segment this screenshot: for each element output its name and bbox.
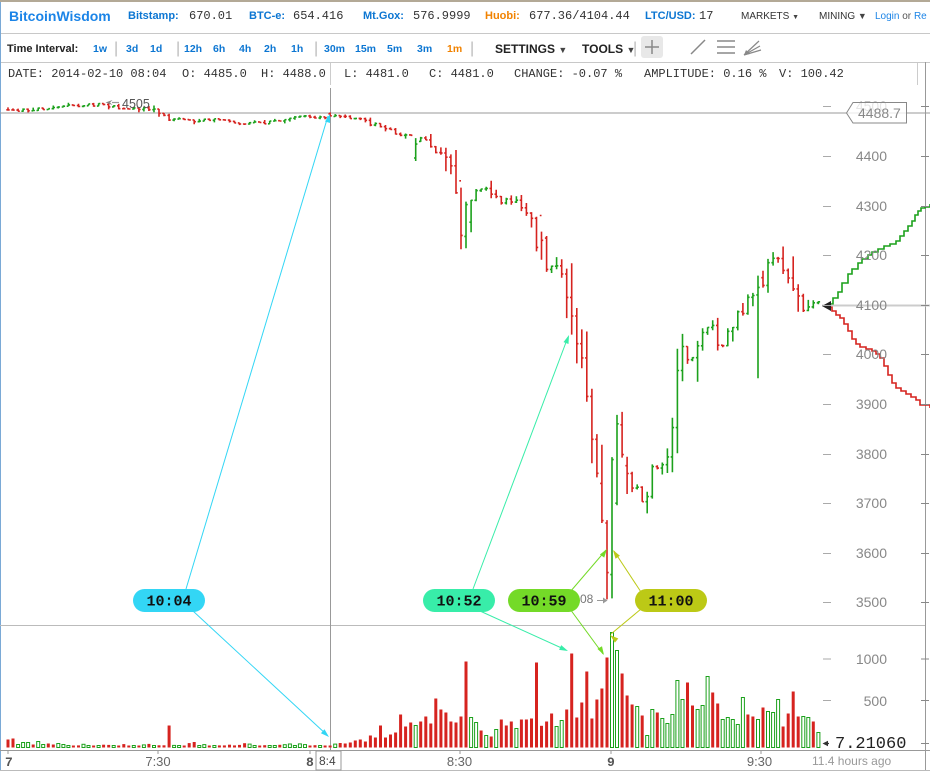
svg-text:3700: 3700 <box>856 495 887 511</box>
svg-text:3600: 3600 <box>856 545 887 561</box>
svg-text:08: 08 <box>580 592 594 606</box>
svg-text:7: 7 <box>5 755 13 770</box>
svg-text:3800: 3800 <box>856 446 887 462</box>
svg-text:4200: 4200 <box>856 247 887 263</box>
svg-text:4100: 4100 <box>856 297 887 313</box>
svg-text:10:59: 10:59 <box>521 594 566 611</box>
svg-text:3500: 3500 <box>856 594 887 610</box>
svg-text:1000: 1000 <box>856 651 887 667</box>
svg-text:8:30: 8:30 <box>447 754 472 769</box>
svg-text:4000: 4000 <box>856 346 887 362</box>
svg-text:3900: 3900 <box>856 396 887 412</box>
svg-text:9: 9 <box>607 755 615 770</box>
svg-text:4400: 4400 <box>856 148 887 164</box>
svg-text:4505: 4505 <box>122 97 150 111</box>
svg-text:7.21060: 7.21060 <box>835 735 906 754</box>
svg-text:11:00: 11:00 <box>648 594 693 611</box>
svg-text:4488.7: 4488.7 <box>858 105 901 121</box>
svg-text:4300: 4300 <box>856 198 887 214</box>
svg-text:8:4: 8:4 <box>319 754 336 768</box>
svg-text:9:30: 9:30 <box>747 754 772 769</box>
svg-text:8: 8 <box>306 755 314 770</box>
svg-text:10:04: 10:04 <box>146 594 191 611</box>
svg-text:10:52: 10:52 <box>436 594 481 611</box>
svg-text:11.4 hours ago: 11.4 hours ago <box>812 754 891 768</box>
svg-text:500: 500 <box>864 693 888 709</box>
svg-text:7:30: 7:30 <box>145 754 170 769</box>
